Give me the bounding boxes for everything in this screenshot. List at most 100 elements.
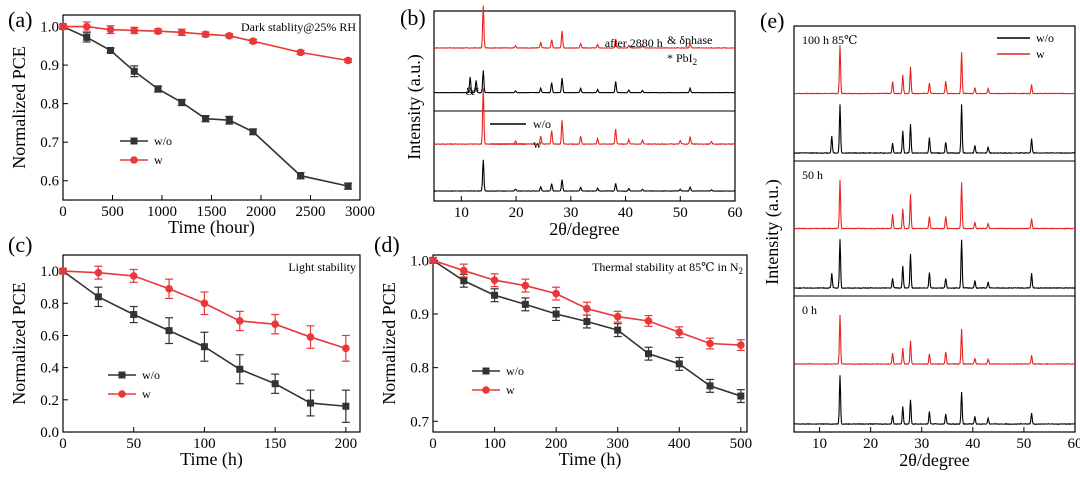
data-point [271, 380, 279, 388]
x-tick-label: 1000 [147, 204, 177, 220]
data-point [583, 318, 591, 326]
y-tick-label: 0.2 [40, 393, 59, 409]
data-point [236, 365, 244, 373]
x-tick-label: 300 [606, 436, 629, 452]
y-tick-label: 1.0 [40, 264, 59, 280]
data-point [307, 399, 314, 407]
plot-frame [433, 10, 736, 202]
panel-d: 0 100 200 300 400 500 0.7 0.8 0.9 1.0 Time (h) Norm… [379, 253, 752, 470]
data-point [107, 46, 115, 54]
y-tick-label: 1.0 [410, 253, 429, 269]
x-axis-title: Time (h) [559, 449, 622, 470]
x-tick-label: 30 [914, 436, 929, 452]
y-tick-label: 0.9 [410, 307, 429, 323]
data-point [737, 341, 745, 349]
xrd-group: 100 h 85℃ [794, 33, 1076, 155]
phase-note-pbi2-subscript: 2 [693, 57, 698, 67]
panel-label: (d) [374, 232, 400, 257]
plot-frame [62, 254, 361, 433]
peak-mark: & [465, 84, 475, 98]
data-point [552, 289, 560, 298]
data-point [129, 272, 138, 280]
legend-label: w/o [142, 368, 160, 382]
data-point [344, 56, 352, 65]
series-wo [59, 267, 350, 423]
data-point [94, 268, 103, 277]
panel-annotation-subscript: 2 [739, 266, 744, 276]
data-point [235, 317, 244, 325]
panel-label: (a) [8, 7, 32, 32]
data-point [552, 310, 560, 318]
xrd-trace-w [433, 88, 736, 146]
x-tick-label: 0 [59, 436, 67, 452]
series-wo [59, 23, 353, 190]
x-tick-label: 3000 [345, 204, 375, 220]
panel-label: (b) [400, 5, 426, 30]
data-point [644, 350, 652, 358]
y-tick-label: 0.9 [40, 58, 59, 74]
x-tick-label: 1500 [197, 204, 227, 220]
x-tick-label: 50 [126, 436, 141, 452]
panel-annotation-main: Thermal stability at 85℃ in N [592, 260, 739, 274]
legend-marker [130, 156, 138, 164]
xrd-trace-w [793, 314, 1076, 366]
x-tick-label: 30 [563, 205, 578, 221]
x-tick-label: 500 [730, 436, 753, 452]
data-point [614, 326, 622, 334]
x-tick-label: 0 [59, 204, 67, 220]
legend-label: w/o [1036, 31, 1054, 45]
x-tick-label: 40 [618, 205, 633, 221]
plot-frame [793, 25, 1076, 433]
data-point [249, 128, 257, 136]
data-point [200, 343, 208, 351]
series-wo [429, 256, 745, 404]
y-tick-label: 0.6 [40, 328, 59, 344]
data-point [613, 312, 622, 321]
data-point [459, 266, 468, 275]
group-label: 0 h [802, 303, 817, 317]
y-tick-label: 1.0 [40, 20, 59, 36]
xrd-trace-w [434, 5, 736, 49]
data-point [342, 402, 350, 410]
xrd-trace-wo [794, 104, 1076, 155]
data-point [130, 26, 139, 35]
y-tick-label: 0.7 [40, 135, 59, 151]
data-point [201, 30, 210, 39]
data-point [737, 392, 745, 400]
after-time-annotation: after 2880 h [605, 36, 663, 50]
x-tick-label: 60 [1068, 436, 1080, 452]
x-tick-label: 200 [545, 436, 568, 452]
x-tick-label: 200 [335, 436, 358, 452]
panel-b: 10 20 30 40 50 60 2θ/degree Intensity (a.u.) aft… [404, 5, 743, 239]
y-tick-label: 0.7 [410, 414, 429, 430]
data-point [675, 328, 684, 337]
x-tick-label: 2500 [296, 204, 326, 220]
panel-c: 0 50 100 150 200 0.0 0.2 0.4 0.6 0.8 1.0 Time (h) No… [9, 254, 361, 470]
y-tick-label: 0.4 [40, 361, 59, 377]
y-tick-label: 0.8 [40, 97, 59, 113]
data-point [344, 182, 352, 190]
series-w [59, 265, 350, 362]
xrd-group: 50 h [793, 168, 1076, 290]
panel-e: 10 20 30 40 50 60 2θ/degree Intensity (a.u.) 100… [762, 25, 1080, 470]
data-point [249, 37, 257, 46]
y-tick-label: 0.0 [40, 425, 59, 441]
series-line [62, 25, 349, 187]
data-point [225, 116, 233, 124]
x-tick-label: 50 [1016, 436, 1031, 452]
legend-marker [118, 390, 126, 398]
data-point [59, 267, 67, 275]
data-point [583, 304, 591, 313]
data-point [94, 293, 102, 301]
group-label: 100 h 85℃ [802, 33, 857, 47]
data-point [296, 48, 305, 57]
legend-label: w [142, 387, 151, 401]
y-axis-title: Intensity (a.u.) [404, 54, 425, 159]
x-tick-label: 50 [673, 205, 688, 221]
data-point [429, 256, 437, 265]
data-point [490, 276, 499, 285]
panel-label: (e) [760, 8, 784, 33]
y-axis-title: Normalized PCE [379, 282, 399, 404]
data-point [130, 311, 138, 319]
